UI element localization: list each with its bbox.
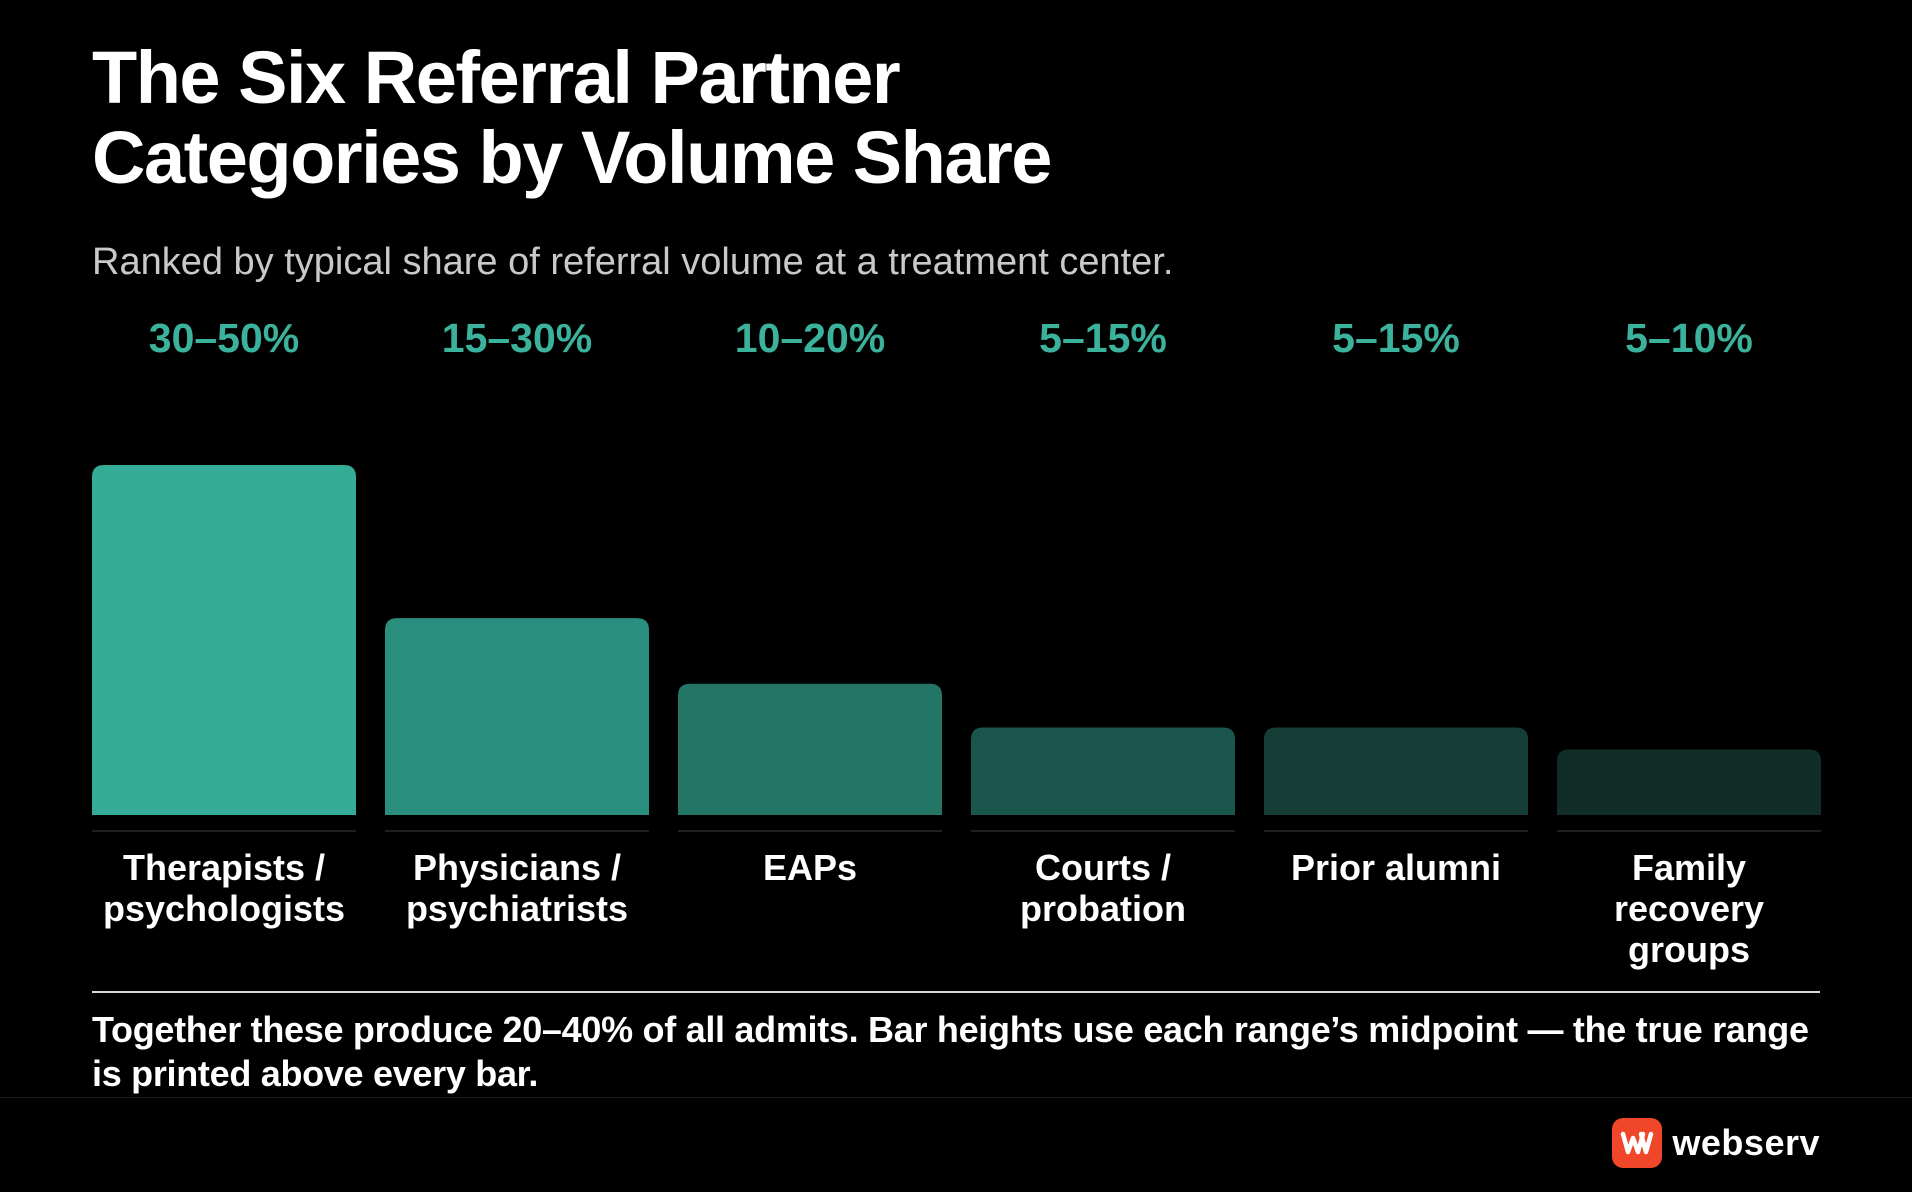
brand-name: webserv xyxy=(1672,1122,1820,1163)
category-labels: Therapists / psychologists Physicians / psy… xyxy=(103,847,1764,970)
page-subtitle: Ranked by typical share of referral volu… xyxy=(92,241,1174,283)
page-title-line-2: Categories by Volume Share xyxy=(92,116,1052,199)
range-label: 15–30% xyxy=(442,315,592,361)
range-labels: 30–50% 15–30% 10–20% 5–15% 5–15% 5–10% xyxy=(149,315,1753,361)
brand-logo: webserv xyxy=(1612,1118,1820,1168)
category-label: Family recovery groups xyxy=(1614,847,1764,970)
range-label: 10–20% xyxy=(735,315,885,361)
bar-separator xyxy=(1264,830,1528,832)
bar-separator xyxy=(971,830,1235,832)
bar xyxy=(971,727,1235,815)
category-label: Therapists / psychologists xyxy=(103,847,345,929)
page-title: The Six Referral Partner Categories by V… xyxy=(92,38,1292,198)
bar-separator xyxy=(1557,830,1821,832)
bar-separator xyxy=(385,830,649,832)
bar-separator xyxy=(92,830,356,832)
webserv-logo-icon xyxy=(1612,1118,1663,1168)
bar xyxy=(1264,727,1528,815)
category-separators xyxy=(92,830,1821,832)
bar xyxy=(678,683,942,815)
range-label: 5–15% xyxy=(1332,315,1460,361)
footnote: Together these produce 20–40% of all adm… xyxy=(92,1009,1809,1094)
bars xyxy=(92,465,1821,815)
range-label: 5–15% xyxy=(1039,315,1167,361)
page-title-line-1: The Six Referral Partner xyxy=(92,36,901,119)
category-label: Physicians / psychiatrists xyxy=(406,847,628,929)
range-label: 30–50% xyxy=(149,315,299,361)
range-label: 5–10% xyxy=(1625,315,1753,361)
category-label: Prior alumni xyxy=(1291,847,1501,888)
bar xyxy=(1557,749,1821,815)
category-label: Courts / probation xyxy=(1020,847,1186,929)
bar xyxy=(385,618,649,815)
bar xyxy=(92,465,356,815)
bar-separator xyxy=(678,830,942,832)
category-label: EAPs xyxy=(763,847,857,888)
footer-divider xyxy=(0,1097,1912,1098)
footnote-divider xyxy=(92,991,1820,993)
